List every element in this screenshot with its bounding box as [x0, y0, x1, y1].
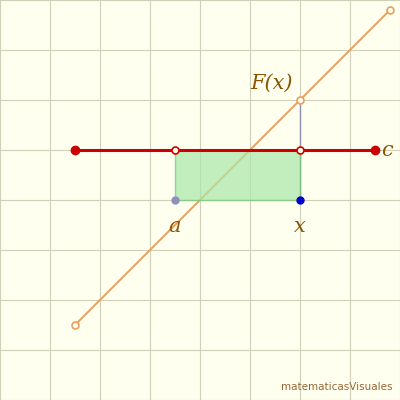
Bar — [175, 150, 300, 200]
Text: a: a — [169, 218, 181, 236]
Text: x: x — [294, 218, 306, 236]
Text: F(x): F(x) — [250, 74, 292, 92]
Text: c: c — [381, 140, 393, 160]
Text: matematicasVisuales: matematicasVisuales — [280, 382, 392, 392]
